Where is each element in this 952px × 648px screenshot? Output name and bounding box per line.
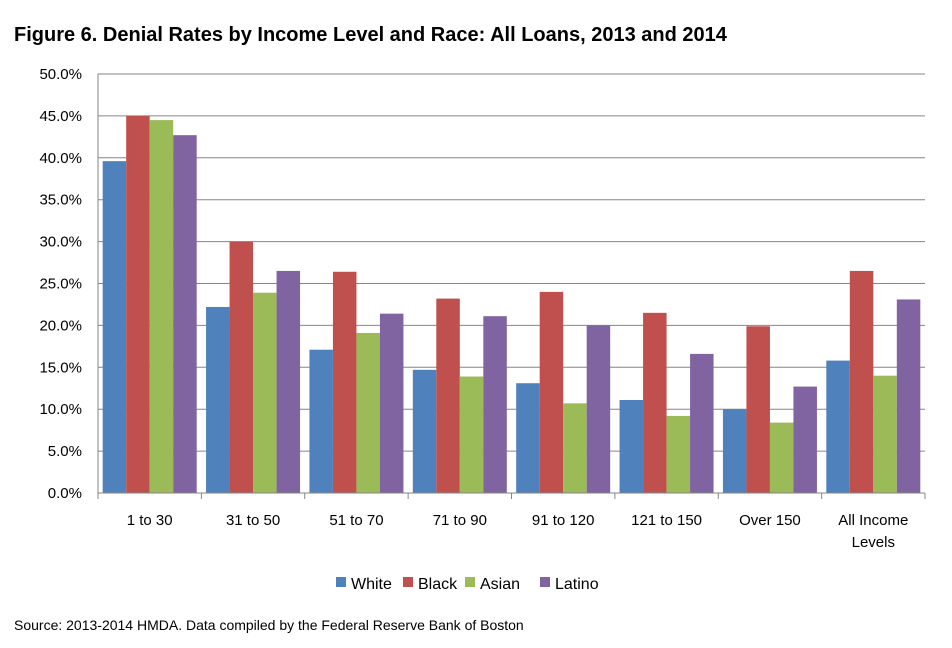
bar-white xyxy=(206,306,230,493)
bar-white xyxy=(619,399,644,493)
y-tick-label: 50.0% xyxy=(39,66,82,83)
x-tick-label: 1 to 30 xyxy=(127,512,173,529)
bar-white xyxy=(722,409,747,493)
legend-label-latino: Latino xyxy=(555,576,599,593)
bar-white xyxy=(412,369,437,493)
y-tick-label: 40.0% xyxy=(39,150,82,167)
bar-asian xyxy=(253,292,277,493)
x-axis xyxy=(97,74,926,499)
gridlines xyxy=(98,73,925,452)
bar-asian xyxy=(873,375,897,493)
bar-white xyxy=(309,349,333,493)
legend-swatch-black xyxy=(403,577,413,587)
legend-label-black: Black xyxy=(418,576,458,593)
x-tick-label: All Income Levels xyxy=(838,512,908,551)
chart-title: Figure 6. Denial Rates by Income Level a… xyxy=(14,24,727,46)
bar-white xyxy=(826,360,850,493)
bar-asian xyxy=(459,376,484,493)
bar-black xyxy=(332,271,357,493)
bar-black xyxy=(436,298,460,493)
y-tick-label: 20.0% xyxy=(39,317,82,334)
bar-latino xyxy=(896,299,921,493)
legend-swatch-latino xyxy=(540,577,550,587)
bar-black xyxy=(849,270,874,493)
y-tick-label: 30.0% xyxy=(39,234,82,251)
bar-black xyxy=(126,115,150,494)
bar-latino xyxy=(379,313,404,493)
bar-asian xyxy=(563,403,587,493)
bar-asian xyxy=(769,422,794,493)
y-tick-label: 45.0% xyxy=(39,108,82,125)
y-axis-tick-labels: 0.0% 5.0% 10.0% 15.0% 20.0% 25.0% 30.0% 35.0% 40… xyxy=(39,66,82,502)
bar-black xyxy=(229,241,254,493)
bar-chart: 0.0% 5.0% 10.0% 15.0% 20.0% 25.0% 30.0% 35.0% 40… xyxy=(39,66,926,593)
x-tick-label: 71 to 90 xyxy=(433,512,487,529)
bar-asian xyxy=(356,332,380,493)
bar-latino xyxy=(586,325,611,493)
bar-black xyxy=(539,291,564,493)
bar-black xyxy=(746,326,770,493)
bar-latino xyxy=(793,386,817,493)
x-axis-tick-labels: 1 to 30 31 to 50 51 to 70 71 to 90 91 to 120… xyxy=(127,512,909,551)
y-tick-label: 0.0% xyxy=(48,485,82,502)
y-tick-label: 5.0% xyxy=(48,443,82,460)
legend-swatch-asian xyxy=(465,577,475,587)
x-tick-label: 121 to 150 xyxy=(631,512,702,529)
legend: White Black Asian Latino xyxy=(336,576,599,593)
legend-label-asian: Asian xyxy=(480,576,520,593)
bar-black xyxy=(643,312,667,493)
y-tick-label: 25.0% xyxy=(39,276,82,293)
x-tick-label: 91 to 120 xyxy=(532,512,595,529)
bar-latino xyxy=(483,316,507,493)
bar-asian xyxy=(666,415,691,493)
y-tick-label: 35.0% xyxy=(39,192,82,209)
legend-label-white: White xyxy=(351,576,392,593)
bar-asian xyxy=(149,120,174,493)
y-tick-label: 10.0% xyxy=(39,401,82,418)
bar-white xyxy=(516,383,540,493)
bar-latino xyxy=(173,135,197,493)
bar-latino xyxy=(276,270,301,493)
x-tick-label: Over 150 xyxy=(739,512,801,529)
bar-white xyxy=(102,161,127,494)
legend-swatch-white xyxy=(336,577,346,587)
x-tick-label: 31 to 50 xyxy=(226,512,280,529)
bar-latino xyxy=(690,353,714,493)
source-note: Source: 2013-2014 HMDA. Data compiled by… xyxy=(14,617,524,633)
x-tick-label: 51 to 70 xyxy=(329,512,383,529)
y-tick-label: 15.0% xyxy=(39,359,82,376)
bars xyxy=(102,115,921,494)
